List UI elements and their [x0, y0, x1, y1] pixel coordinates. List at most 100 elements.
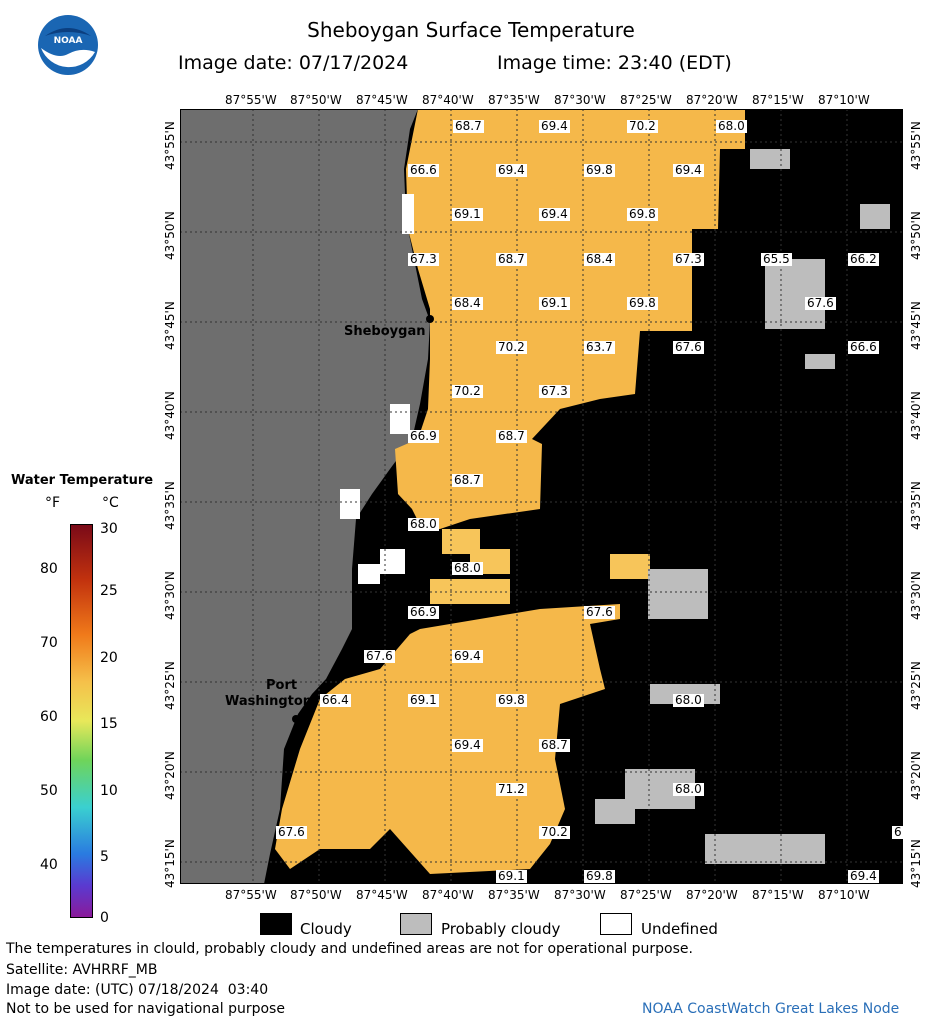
- lat-label: 43°15'N: [163, 839, 177, 888]
- lon-label: 87°10'W: [818, 888, 870, 902]
- port-washington-marker: [292, 715, 300, 723]
- disclaimer-text: The temperatures in clould, probably clo…: [6, 941, 693, 957]
- legend-colorbar: [70, 524, 93, 918]
- temp-label: 69.8: [627, 296, 658, 310]
- temp-label: 67.3: [408, 252, 439, 266]
- lon-label: 87°50'W: [290, 888, 342, 902]
- logo-text: NOAA: [53, 36, 83, 46]
- temp-label: 66.6: [408, 163, 439, 177]
- legend-f-tick: 60: [40, 709, 58, 725]
- temperature-map: [180, 109, 903, 884]
- temp-label: 66.2: [848, 252, 879, 266]
- lon-label: 87°50'W: [290, 93, 342, 107]
- temp-label: 68.0: [408, 517, 439, 531]
- lon-label: 87°20'W: [686, 93, 738, 107]
- lon-label: 87°35'W: [488, 888, 540, 902]
- credit-text: NOAA CoastWatch Great Lakes Node: [642, 1001, 900, 1017]
- temp-label: 68.0: [716, 119, 747, 133]
- lat-label: 43°20'N: [909, 751, 923, 800]
- lon-label: 87°35'W: [488, 93, 540, 107]
- lon-label: 87°30'W: [554, 93, 606, 107]
- lon-label: 87°45'W: [356, 888, 408, 902]
- legend-c-tick: 10: [100, 783, 118, 799]
- image-date: Image date: 07/17/2024: [178, 52, 409, 74]
- temp-label: 67.6: [276, 825, 307, 839]
- legend-c-tick: 15: [100, 716, 118, 732]
- legend-c-tick: 0: [100, 910, 109, 926]
- temp-label: 69.4: [496, 163, 527, 177]
- lat-label: 43°55'N: [909, 121, 923, 170]
- temp-label: 68.7: [539, 738, 570, 752]
- lon-label: 87°55'W: [225, 888, 277, 902]
- lon-label: 87°55'W: [225, 93, 277, 107]
- utc-date-text: Image date: (UTC) 07/18/2024 03:40: [6, 982, 269, 998]
- legend-unit-c: °C: [102, 495, 119, 511]
- noaa-logo: NOAA: [37, 14, 99, 76]
- map-frame: [180, 109, 903, 884]
- lat-label: 43°40'N: [163, 391, 177, 440]
- lon-label: 87°15'W: [752, 888, 804, 902]
- temp-label: 66.9: [408, 429, 439, 443]
- temp-label: 69.1: [408, 693, 439, 707]
- map-graphic: [180, 109, 903, 884]
- temp-label: 71.2: [496, 782, 527, 796]
- temp-label: 69.4: [539, 119, 570, 133]
- legend-f-tick: 70: [40, 635, 58, 651]
- lat-label: 43°30'N: [909, 571, 923, 620]
- legend-c-tick: 30: [100, 521, 118, 537]
- nav-warning-text: Not to be used for navigational purpose: [6, 1001, 285, 1017]
- lon-label: 87°25'W: [620, 93, 672, 107]
- undefined-label: Undefined: [641, 920, 718, 938]
- temp-label: 69.8: [584, 163, 615, 177]
- lon-label: 87°25'W: [620, 888, 672, 902]
- temp-label: 66.9: [408, 605, 439, 619]
- temp-label: 68.4: [452, 296, 483, 310]
- temp-label: 69.8: [627, 207, 658, 221]
- lat-label: 43°45'N: [909, 301, 923, 350]
- lon-label: 87°45'W: [356, 93, 408, 107]
- cloudy-label: Cloudy: [300, 920, 352, 938]
- temp-label: 68.7: [496, 429, 527, 443]
- probably-cloudy-areas: [595, 149, 890, 864]
- temp-label: 67.6: [805, 296, 836, 310]
- probably-cloudy-swatch: [400, 913, 432, 935]
- legend-title: Water Temperature: [11, 473, 154, 488]
- lat-label: 43°45'N: [163, 301, 177, 350]
- temp-label: 69.8: [496, 693, 527, 707]
- cloudy-swatch: [260, 913, 292, 935]
- lon-label: 87°20'W: [686, 888, 738, 902]
- sheboygan-label: Sheboygan: [344, 324, 426, 339]
- sheboygan-marker: [426, 315, 434, 323]
- temp-label: 68.0: [452, 561, 483, 575]
- sst-region-south: [275, 604, 620, 874]
- noaa-logo-icon: [38, 15, 98, 75]
- temp-label: 69.4: [539, 207, 570, 221]
- sst-region-mid: [430, 529, 650, 604]
- temp-label: 6: [892, 825, 904, 839]
- temp-label: 69.4: [673, 163, 704, 177]
- lat-label: 43°25'N: [909, 661, 923, 710]
- temp-label: 69.1: [496, 869, 527, 883]
- temp-label: 63.7: [584, 340, 615, 354]
- temp-label: 68.0: [673, 693, 704, 707]
- satellite-text: Satellite: AVHRRF_MB: [6, 962, 158, 978]
- temp-label: 66.4: [320, 693, 351, 707]
- legend-f-tick: 80: [40, 561, 58, 577]
- temp-label: 68.4: [584, 252, 615, 266]
- temp-label: 67.6: [364, 649, 395, 663]
- temp-label: 69.4: [848, 869, 879, 883]
- lat-label: 43°15'N: [909, 839, 923, 888]
- lat-label: 43°50'N: [909, 211, 923, 260]
- temp-label: 67.3: [673, 252, 704, 266]
- temp-label: 70.2: [539, 825, 570, 839]
- lat-label: 43°35'N: [909, 481, 923, 530]
- image-time: Image time: 23:40 (EDT): [497, 52, 732, 74]
- lat-label: 43°30'N: [163, 571, 177, 620]
- legend-f-tick: 40: [40, 857, 58, 873]
- temp-label: 67.3: [539, 384, 570, 398]
- map-grid: [180, 109, 903, 884]
- legend-c-tick: 25: [100, 583, 118, 599]
- temp-label: 68.7: [496, 252, 527, 266]
- temp-label: 69.1: [452, 207, 483, 221]
- lon-label: 87°10'W: [818, 93, 870, 107]
